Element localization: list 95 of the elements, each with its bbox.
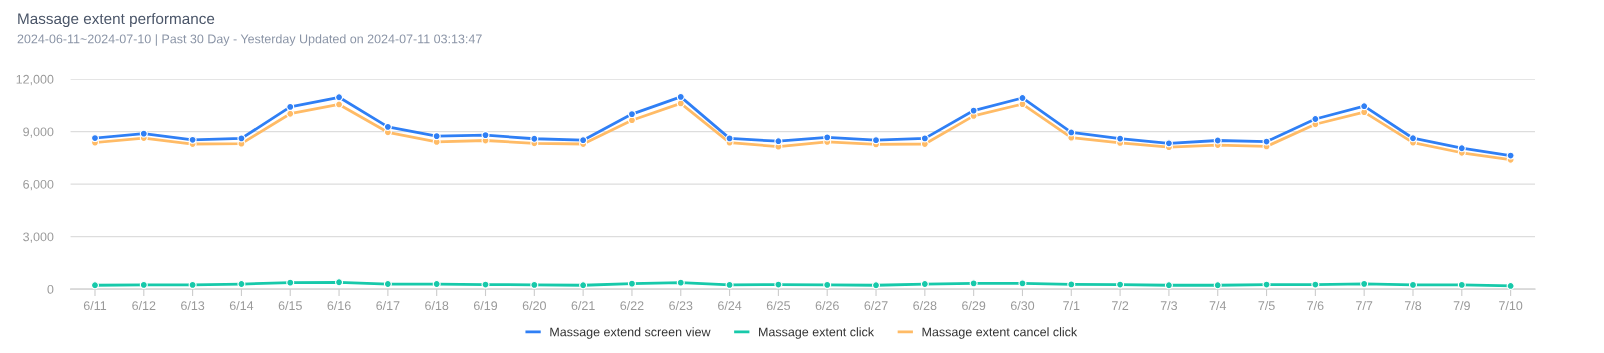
point [1311,280,1320,289]
point [774,137,783,146]
point [1018,93,1027,103]
x-tick-label: 6/17 [376,300,400,311]
x-tick-label: 6/11 [83,300,107,311]
point [676,92,685,101]
x-tick-label: 6/29 [962,300,986,311]
y-tick-label: 0 [47,284,54,294]
point [432,132,441,141]
point [383,122,392,131]
chart-title: Massage extent performance [18,12,215,28]
chart-subtitle: 2024-06-11~2024-07-10 | Past 30 Day - Yesterday Updated on 2024-07-11 03:13:47 [17,34,482,46]
point [1506,151,1515,160]
x-tick-label: 7/3 [1160,300,1178,311]
point [725,280,734,289]
point [286,278,295,287]
point [335,100,344,109]
x-tick-label: 7/4 [1209,300,1227,311]
point [481,131,490,140]
x-tick-label: 7/10 [1499,300,1523,311]
point [1457,144,1466,153]
point [530,134,539,143]
x-tick-label: 6/30 [1010,300,1035,311]
point [1408,280,1418,289]
point [90,281,100,290]
point [774,280,783,289]
x-tick-label: 6/24 [718,300,742,311]
x-tick-label: 6/16 [327,300,351,311]
point [920,134,929,143]
x-tick-label: 6/26 [815,300,839,311]
point [237,134,246,143]
point [1262,280,1271,289]
point [871,281,881,290]
point [139,129,148,138]
x-tick-label: 7/7 [1356,300,1373,311]
point [1262,137,1271,146]
point [1116,280,1125,289]
x-tick-label: 7/6 [1307,300,1324,311]
x-tick-label: 7/9 [1453,300,1470,311]
x-tick-label: 6/18 [425,300,449,311]
point [725,134,734,143]
point [1311,114,1320,124]
x-tick-label: 6/25 [766,300,791,311]
x-tick-label: 7/8 [1404,300,1422,311]
x-tick-label: 7/5 [1258,300,1275,311]
point [1018,279,1027,288]
x-tick-label: 6/28 [913,300,937,311]
point [1213,281,1222,290]
point [1067,280,1076,289]
point [188,280,197,289]
point [1408,134,1418,143]
point [579,136,588,145]
point [823,133,832,142]
point [1360,102,1369,111]
x-tick-label: 6/22 [620,300,644,311]
x-tick-label: 6/14 [229,300,254,311]
point [969,106,978,115]
x-tick-label: 6/12 [132,300,156,311]
point [188,135,197,144]
point [335,93,344,102]
x-tick-label: 6/20 [522,300,546,311]
y-tick-label: 12,000 [16,74,54,86]
point [579,281,588,290]
point [1116,134,1125,143]
x-tick-label: 7/1 [1063,300,1080,311]
point [1213,136,1222,145]
point [969,279,978,288]
x-tick-label: 6/21 [571,300,595,311]
point [823,280,832,289]
point [139,280,148,289]
legend-label: Massage extend screen view [550,327,711,339]
point [1506,281,1515,290]
point [90,134,100,143]
point [335,278,344,287]
x-tick-label: 7/2 [1112,300,1129,311]
point [1164,139,1173,148]
x-tick-label: 6/15 [278,300,302,311]
x-tick-label: 6/27 [864,300,888,311]
point [530,280,539,289]
y-tick-label: 6,000 [23,179,54,191]
point [627,110,636,119]
point [481,280,490,289]
x-tick-label: 6/23 [669,300,693,311]
point [1164,281,1173,290]
point [871,136,881,145]
y-tick-label: 9,000 [23,127,54,138]
y-tick-label: 3,000 [23,232,54,243]
legend-label: Massage extent click [759,327,875,339]
point [627,279,636,288]
point [1067,128,1076,137]
x-tick-label: 6/13 [181,300,205,311]
legend-label: Massage extent cancel click [922,327,1078,339]
point [1457,280,1466,289]
x-tick-label: 6/19 [473,300,498,311]
point [676,278,685,287]
